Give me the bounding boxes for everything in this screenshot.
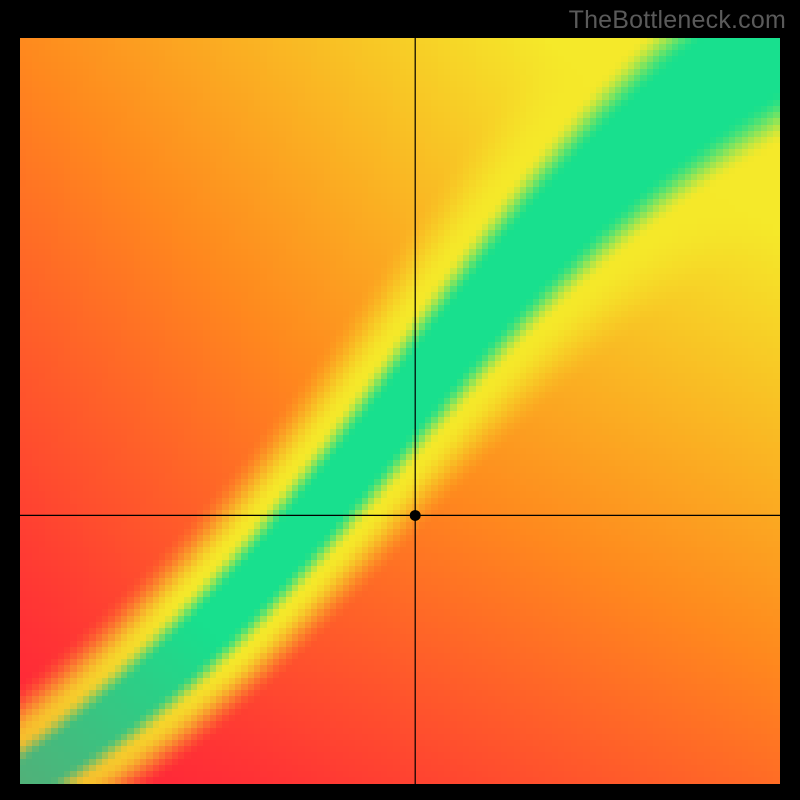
bottleneck-heatmap	[20, 38, 780, 784]
chart-container: TheBottleneck.com	[0, 0, 800, 800]
watermark-text: TheBottleneck.com	[569, 6, 786, 35]
